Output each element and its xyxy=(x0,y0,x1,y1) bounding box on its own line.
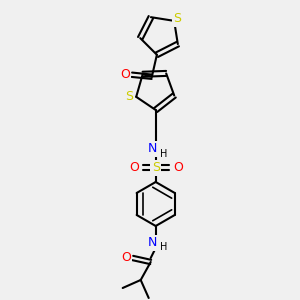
Text: O: O xyxy=(173,161,183,175)
Text: S: S xyxy=(173,12,181,26)
Text: N: N xyxy=(148,142,158,155)
Text: S: S xyxy=(152,161,160,175)
Text: H: H xyxy=(160,242,167,252)
Text: O: O xyxy=(129,161,139,175)
Text: N: N xyxy=(148,236,158,250)
Text: O: O xyxy=(120,68,130,81)
Text: H: H xyxy=(160,149,167,159)
Text: O: O xyxy=(121,251,130,265)
Text: S: S xyxy=(125,90,133,103)
